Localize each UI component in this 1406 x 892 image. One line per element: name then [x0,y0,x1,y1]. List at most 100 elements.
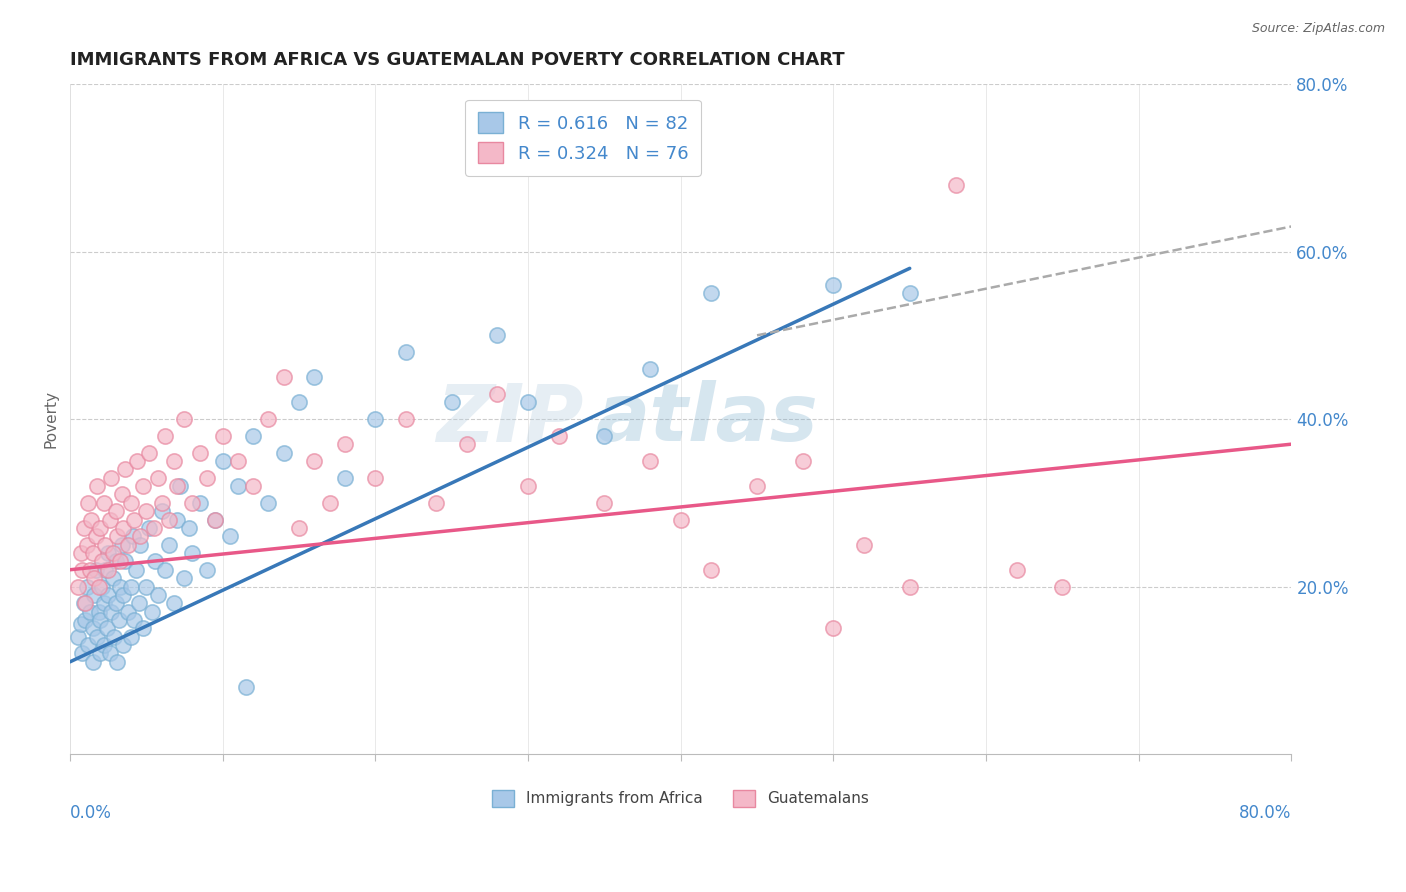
Point [157,538,180,552]
Point [302,370,325,384]
Point [69,546,91,560]
Point [128,596,150,610]
Point [97,588,120,602]
Point [80,512,103,526]
Point [302,454,325,468]
Point [120,630,142,644]
Point [141,605,163,619]
Point [89,521,111,535]
Point [792,454,814,468]
Point [517,395,540,409]
Point [211,454,233,468]
Point [669,512,692,526]
Point [112,588,135,602]
Point [166,512,188,526]
Point [638,454,661,468]
Point [195,470,218,484]
Point [117,538,139,552]
Point [177,521,200,535]
Point [204,512,226,526]
Point [242,429,264,443]
Point [73,596,96,610]
Point [700,286,723,301]
Point [87,580,110,594]
Point [75,596,97,610]
Point [91,580,114,594]
Point [69,617,91,632]
Point [288,395,311,409]
Point [112,638,135,652]
Point [288,521,311,535]
Point [148,470,170,484]
Point [456,437,478,451]
Point [163,454,186,468]
Point [124,563,146,577]
Y-axis label: Poverty: Poverty [44,390,58,448]
Point [135,504,157,518]
Point [425,496,447,510]
Point [103,630,125,644]
Point [204,512,226,526]
Point [89,613,111,627]
Point [127,454,149,468]
Point [169,479,191,493]
Point [86,479,108,493]
Text: 80.0%: 80.0% [1239,805,1292,822]
Point [89,647,111,661]
Point [364,470,387,484]
Point [94,538,117,552]
Point [486,328,509,343]
Point [107,613,129,627]
Point [104,596,127,610]
Point [120,580,142,594]
Text: IMMIGRANTS FROM AFRICA VS GUATEMALAN POVERTY CORRELATION CHART: IMMIGRANTS FROM AFRICA VS GUATEMALAN POV… [70,51,845,69]
Point [83,588,105,602]
Point [105,655,128,669]
Point [66,630,89,644]
Point [898,286,921,301]
Point [257,496,280,510]
Point [181,496,204,510]
Point [114,462,136,476]
Point [195,563,218,577]
Point [273,370,295,384]
Point [70,563,93,577]
Text: 0.0%: 0.0% [70,805,112,822]
Point [547,429,569,443]
Point [94,563,117,577]
Point [129,529,152,543]
Point [148,588,170,602]
Point [138,445,160,459]
Point [114,554,136,568]
Point [823,621,845,635]
Point [163,596,186,610]
Point [235,680,257,694]
Point [318,496,340,510]
Point [226,479,249,493]
Point [142,521,165,535]
Point [101,546,124,560]
Point [945,178,967,192]
Point [166,479,188,493]
Point [93,638,115,652]
Point [110,580,132,594]
Point [112,521,135,535]
Point [333,470,356,484]
Point [97,546,120,560]
Point [257,412,280,426]
Point [1005,563,1028,577]
Text: atlas: atlas [595,380,818,458]
Point [132,621,155,635]
Point [129,538,152,552]
Point [79,563,101,577]
Point [82,621,104,635]
Point [135,580,157,594]
Point [110,554,132,568]
Point [188,496,211,510]
Point [333,437,356,451]
Point [395,412,418,426]
Point [98,512,121,526]
Point [120,496,142,510]
Point [111,487,134,501]
Point [153,429,176,443]
